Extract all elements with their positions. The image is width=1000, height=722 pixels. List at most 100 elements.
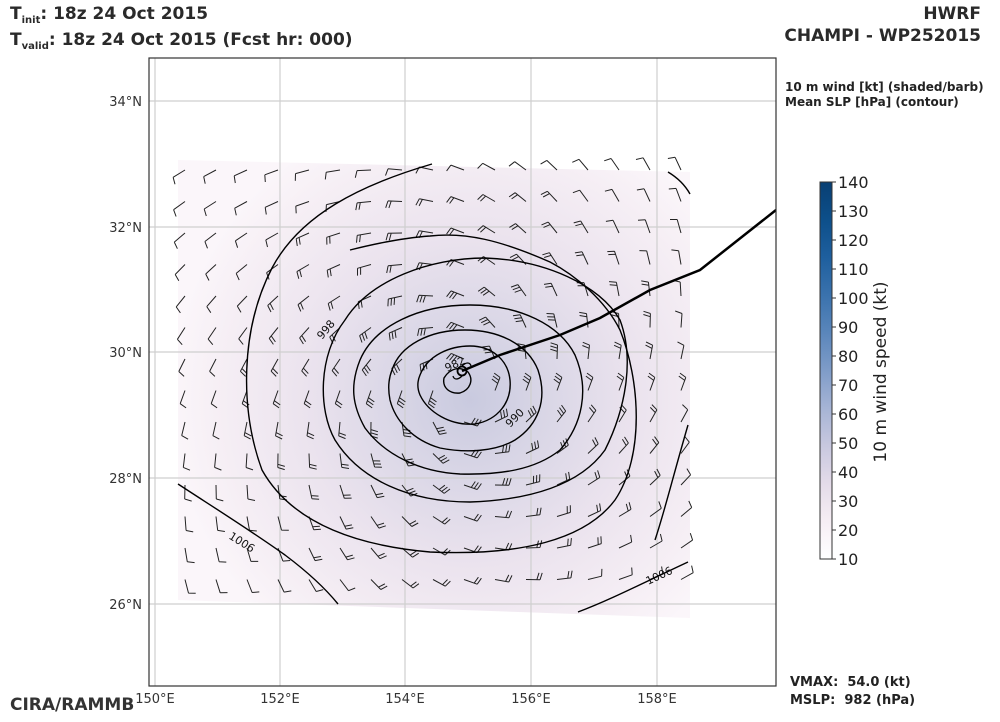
wind-barb bbox=[587, 404, 597, 423]
colorbar-tick-label: 100 bbox=[838, 289, 869, 308]
wind-barb bbox=[494, 478, 512, 486]
mslp-stat: MSLP: 982 (hPa) bbox=[790, 693, 916, 708]
wind-barb bbox=[388, 327, 403, 341]
wind-barb bbox=[361, 358, 372, 377]
wind-barb bbox=[639, 250, 651, 265]
vmax-stat: VMAX: 54.0 (kt) bbox=[790, 675, 911, 690]
legend-wind: 10 m wind [kt] (shaded/barb) bbox=[785, 80, 984, 94]
lat-tick-30: 30°N bbox=[109, 346, 142, 361]
wind-barb bbox=[680, 468, 692, 486]
contour-990 bbox=[387, 329, 543, 452]
wind-barb bbox=[233, 169, 248, 184]
wind-barb bbox=[572, 158, 589, 171]
wind-barb bbox=[391, 358, 403, 376]
wind-barb bbox=[246, 484, 256, 501]
wind-barb bbox=[541, 221, 558, 234]
wind-barb bbox=[587, 503, 602, 517]
wind-barb bbox=[275, 421, 283, 440]
wind-barb bbox=[616, 372, 625, 391]
wind-barb bbox=[270, 358, 279, 377]
wind-barb bbox=[215, 547, 227, 563]
wind-barb bbox=[525, 507, 542, 517]
wind-barb bbox=[179, 390, 187, 409]
wind-barb bbox=[331, 358, 341, 377]
wind-barb bbox=[477, 286, 496, 297]
lon-ticks: 150°E 152°E 154°E 156°E 158°E bbox=[135, 692, 677, 707]
wind-barb bbox=[236, 295, 248, 313]
wind-barb bbox=[370, 421, 379, 439]
wind-barb bbox=[245, 453, 254, 471]
wind-barb bbox=[401, 421, 412, 438]
wind-barb bbox=[680, 404, 689, 423]
map-frame bbox=[148, 57, 777, 687]
wind-barb bbox=[206, 295, 217, 313]
wind-barb bbox=[494, 408, 509, 423]
colorbar-gradient bbox=[819, 181, 833, 560]
wind-barb bbox=[295, 232, 310, 246]
wind-barb bbox=[326, 232, 341, 245]
wind-barb bbox=[618, 502, 632, 517]
wind-barb bbox=[265, 232, 279, 248]
wind-barb bbox=[645, 341, 654, 360]
wind-barb bbox=[477, 194, 496, 202]
wind-barb bbox=[203, 169, 217, 184]
wind-barb bbox=[235, 264, 248, 281]
wind-barb bbox=[432, 421, 447, 435]
wind-barb bbox=[215, 484, 224, 502]
wind-barb bbox=[272, 390, 281, 409]
wind-barb bbox=[446, 290, 465, 300]
lat-ticks: 34°N 32°N 30°N 28°N 26°N bbox=[109, 95, 142, 613]
wind-barb bbox=[446, 321, 465, 331]
wind-barb bbox=[184, 516, 194, 533]
wind-barb bbox=[494, 574, 513, 583]
colorbar-ticks: 140 130 120 110 100 90 80 70 60 50 40 30 20 10 bbox=[832, 173, 869, 569]
wind-barb bbox=[446, 227, 465, 236]
wind-barb bbox=[613, 341, 622, 360]
wind-barb bbox=[604, 158, 620, 171]
wind-barb bbox=[491, 372, 501, 391]
wind-barb bbox=[432, 453, 450, 464]
wind-barb bbox=[339, 547, 355, 561]
lon-tick-156: 156°E bbox=[511, 692, 551, 707]
wind-barb bbox=[396, 390, 406, 409]
colorbar-tick-label: 120 bbox=[838, 231, 869, 250]
wind-barb bbox=[308, 453, 317, 470]
storm-track bbox=[461, 209, 776, 373]
wind-barb bbox=[308, 579, 324, 592]
wind-barb bbox=[636, 188, 651, 202]
wind-barb bbox=[215, 579, 228, 594]
wind-barb bbox=[203, 201, 217, 217]
lon-tick-158: 158°E bbox=[637, 692, 677, 707]
colorbar-tick-label: 30 bbox=[838, 492, 858, 511]
wind-barb bbox=[678, 372, 687, 391]
lat-tick-28: 28°N bbox=[109, 472, 142, 487]
model-name: HWRF bbox=[923, 4, 981, 24]
wind-barb bbox=[667, 156, 682, 171]
wind-barb bbox=[574, 251, 589, 265]
wind-barb bbox=[246, 516, 257, 532]
wind-barb bbox=[607, 250, 620, 265]
wind-barb bbox=[573, 220, 589, 234]
wind-barb bbox=[277, 579, 292, 593]
wind-barb bbox=[359, 327, 372, 343]
wind-barb bbox=[355, 201, 372, 211]
wind-barb bbox=[494, 444, 511, 454]
wind-barb bbox=[478, 316, 496, 328]
wind-barb bbox=[510, 284, 527, 297]
wind-barb bbox=[477, 225, 496, 234]
wind-barb bbox=[173, 232, 186, 249]
wind-barb bbox=[522, 372, 532, 391]
valid-time: Tvalid: 18z 24 Oct 2015 (Fcst hr: 000) bbox=[10, 30, 353, 52]
wind-barb bbox=[234, 232, 248, 248]
storm-center-icon bbox=[452, 362, 472, 380]
wind-barb bbox=[446, 196, 465, 204]
contour-994 bbox=[352, 304, 584, 475]
wind-barb bbox=[604, 188, 620, 202]
wind-barb bbox=[207, 327, 217, 346]
wind-barb bbox=[512, 314, 527, 328]
wind-barb bbox=[542, 252, 558, 265]
wind-barb bbox=[649, 533, 663, 549]
wind-barb bbox=[546, 313, 558, 328]
wind-barb bbox=[303, 390, 312, 409]
